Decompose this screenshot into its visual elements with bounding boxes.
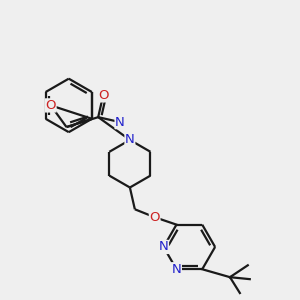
Text: O: O: [98, 89, 108, 102]
Text: N: N: [172, 263, 181, 276]
Text: N: N: [115, 116, 125, 129]
Text: O: O: [46, 99, 56, 112]
Text: O: O: [149, 211, 160, 224]
Text: N: N: [125, 134, 135, 146]
Text: N: N: [159, 240, 169, 254]
